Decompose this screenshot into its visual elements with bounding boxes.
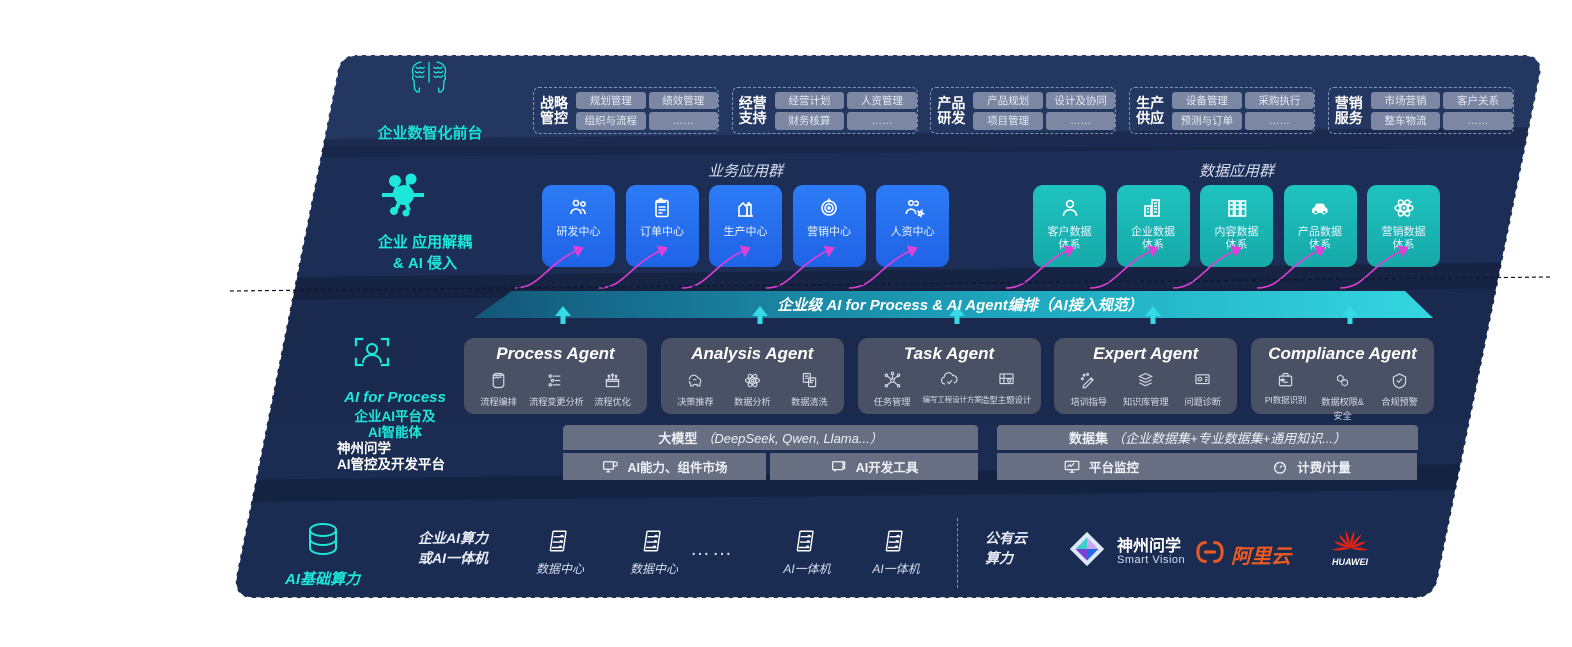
svg-text:HUAWEI: HUAWEI — [1332, 557, 1368, 567]
svg-text:企业级 AI for Process & AI Agent编: 企业级 AI for Process & AI Agent编排（AI接入规范） — [777, 296, 1143, 314]
